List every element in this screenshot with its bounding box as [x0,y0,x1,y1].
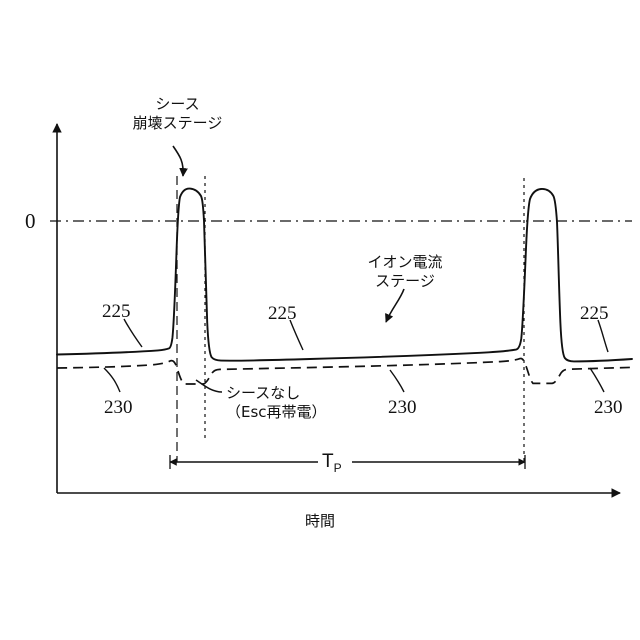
annotation-no-sheath: シースなし （Esc再帯電） [226,384,327,422]
annotation-sheath-collapse-line1: シース [155,95,200,113]
annotation-sheath-collapse-line2: 崩壊ステージ [132,113,223,132]
x-axis-label: 時間 [305,512,336,530]
reference-numeral-225-middle: 225 [268,303,297,324]
zero-tick-label: 0 [25,209,36,233]
leader-230-middle [389,369,405,393]
annotation-ion-current-line1: イオン電流 [367,253,443,271]
waveform-curve-225 [56,187,633,363]
y-axis-label: ウエハ電圧 [0,300,94,380]
leader-no-sheath [195,379,223,393]
period-label: TP [322,450,342,476]
leader-230-right [589,367,605,393]
annotation-ion-current-line2: ステージ [375,271,435,290]
leader-sheath-collapse [172,145,188,177]
leader-ion-current [385,288,405,323]
leader-225-right [597,319,609,353]
reference-numeral-230-right: 230 [594,397,623,418]
period-label-subscript: P [333,460,342,475]
reference-numeral-230-left: 230 [104,397,133,418]
annotation-no-sheath-line2: （Esc再帯電） [226,402,327,421]
waveform-curve-230 [56,357,633,385]
annotation-ion-current: イオン電流 ステージ [355,253,455,291]
reference-numeral-225-left: 225 [102,301,131,322]
period-label-main: T [322,451,334,472]
annotation-sheath-collapse: シース 崩壊ステージ [115,95,240,133]
period-measure-arrow [169,455,526,469]
leader-225-middle [289,319,304,351]
leader-230-left [103,367,121,393]
leader-225-left [123,318,143,348]
reference-numeral-225-right: 225 [580,303,609,324]
annotation-no-sheath-line1: シースなし [226,384,301,402]
reference-numeral-230-middle: 230 [388,397,417,418]
